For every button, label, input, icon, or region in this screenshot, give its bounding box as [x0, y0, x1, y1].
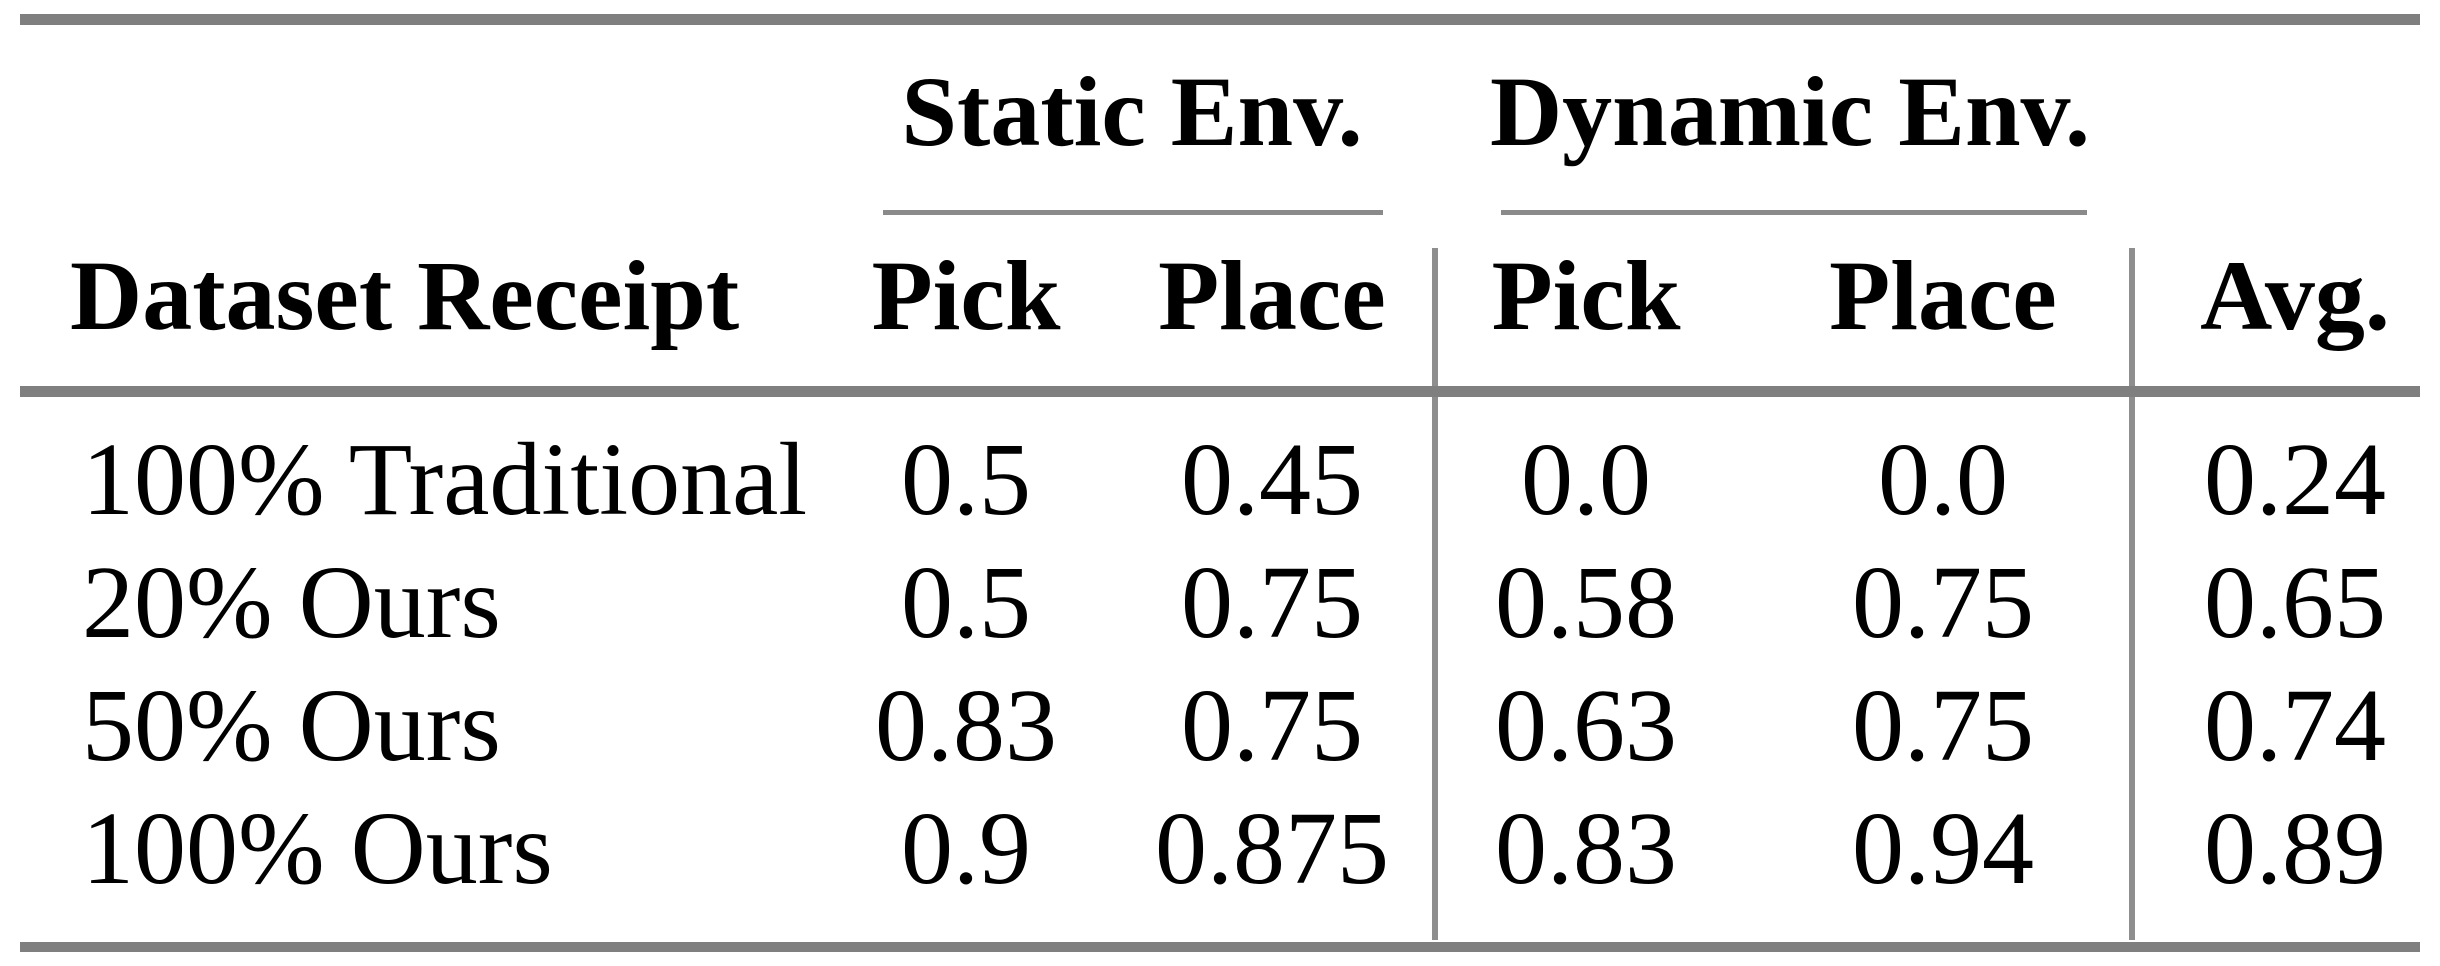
- column-header-dynamic-place: Place: [1829, 240, 2057, 351]
- cell-dynamic-pick: 0.83: [1495, 791, 1677, 906]
- row-label: 100% Traditional: [82, 422, 808, 537]
- cell-avg: 0.74: [2204, 668, 2386, 783]
- dynamic-env-underline: [1501, 210, 2087, 215]
- column-header-dynamic-pick: Pick: [1491, 240, 1681, 351]
- cell-avg: 0.24: [2204, 422, 2386, 537]
- table-bottom-rule: [20, 942, 2420, 952]
- column-group-dynamic-env: Dynamic Env.: [1489, 56, 2091, 167]
- column-header-avg: Avg.: [2200, 240, 2390, 351]
- row-label: 20% Ours: [82, 545, 501, 660]
- cell-dynamic-place: 0.75: [1852, 545, 2034, 660]
- column-header-static-pick: Pick: [871, 240, 1061, 351]
- table-header-rule: [20, 386, 2420, 397]
- cell-avg: 0.89: [2204, 791, 2386, 906]
- column-header-dataset-receipt: Dataset Receipt: [70, 240, 740, 351]
- table-top-rule: [20, 14, 2420, 25]
- cell-static-pick: 0.9: [901, 791, 1031, 906]
- cell-avg: 0.65: [2204, 545, 2386, 660]
- column-group-static-env: Static Env.: [901, 56, 1363, 167]
- cell-dynamic-place: 0.75: [1852, 668, 2034, 783]
- cell-static-pick: 0.5: [901, 545, 1031, 660]
- cell-dynamic-pick: 0.0: [1521, 422, 1651, 537]
- cell-static-place: 0.875: [1155, 791, 1389, 906]
- cell-static-place: 0.45: [1181, 422, 1363, 537]
- cell-dynamic-pick: 0.58: [1495, 545, 1677, 660]
- cell-static-pick: 0.83: [875, 668, 1057, 783]
- cell-static-place: 0.75: [1181, 545, 1363, 660]
- cell-dynamic-place: 0.94: [1852, 791, 2034, 906]
- cell-static-pick: 0.5: [901, 422, 1031, 537]
- column-header-static-place: Place: [1158, 240, 1386, 351]
- cell-dynamic-place: 0.0: [1878, 422, 2008, 537]
- row-label: 100% Ours: [82, 791, 553, 906]
- separator-static-dynamic: [1432, 248, 1438, 940]
- static-env-underline: [883, 210, 1383, 215]
- cell-static-place: 0.75: [1181, 668, 1363, 783]
- cell-dynamic-pick: 0.63: [1495, 668, 1677, 783]
- row-label: 50% Ours: [82, 668, 501, 783]
- separator-dynamic-avg: [2129, 248, 2135, 940]
